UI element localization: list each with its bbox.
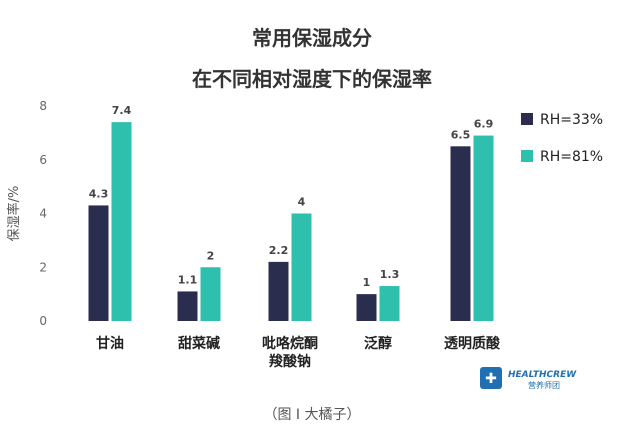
bar xyxy=(111,122,132,321)
data-label: 4 xyxy=(298,196,306,209)
caption: （图 I 大橘子） xyxy=(263,407,361,423)
bar xyxy=(177,291,198,321)
chart-subtitle: 在不同相对湿度下的保湿率 xyxy=(192,67,432,91)
y-tick-label: 2 xyxy=(39,260,47,274)
x-tick-label: 泛醇 xyxy=(364,335,392,352)
logo-subtext: 营养师团 xyxy=(528,380,560,390)
bar xyxy=(88,205,109,321)
bar xyxy=(291,213,312,321)
legend-label: RH=81% xyxy=(540,149,603,165)
bar xyxy=(450,146,471,321)
x-tick-label: 甘油 xyxy=(96,335,124,352)
logo-name: HEALTHCREW xyxy=(508,370,577,380)
y-tick-label: 0 xyxy=(39,314,47,328)
x-tick-label: 甜菜碱 xyxy=(178,335,220,352)
bar xyxy=(379,286,400,321)
data-label: 1.1 xyxy=(178,273,198,286)
data-label: 2.2 xyxy=(269,244,289,257)
svg-text:✚: ✚ xyxy=(485,371,497,387)
bar xyxy=(356,294,377,321)
data-label: 2 xyxy=(207,249,215,262)
x-tick-label: 透明质酸 xyxy=(444,335,501,352)
y-tick-label: 6 xyxy=(39,153,47,167)
y-tick-label: 4 xyxy=(39,207,47,221)
bar xyxy=(200,267,221,321)
legend-label: RH=33% xyxy=(540,112,603,128)
x-tick-label: 吡咯烷酮 xyxy=(262,335,318,352)
y-tick-label: 8 xyxy=(39,99,47,113)
legend-swatch xyxy=(521,113,533,125)
bar xyxy=(473,135,494,321)
x-tick-label: 羧酸钠 xyxy=(269,353,311,370)
legend-swatch xyxy=(521,150,533,162)
logo-mark-icon xyxy=(480,367,502,389)
data-label: 6.9 xyxy=(474,118,494,131)
bar xyxy=(268,261,289,321)
y-axis-label: 保湿率/% xyxy=(6,186,22,242)
chart-title: 常用保湿成分 xyxy=(252,26,372,50)
data-label: 4.3 xyxy=(89,187,109,200)
data-label: 1 xyxy=(363,276,371,289)
data-label: 6.5 xyxy=(451,128,471,141)
healthcrew-logo: ✚ HEALTHCREW 营养师团 xyxy=(480,367,577,390)
data-label: 1.3 xyxy=(380,268,400,281)
data-label: 7.4 xyxy=(112,104,132,117)
